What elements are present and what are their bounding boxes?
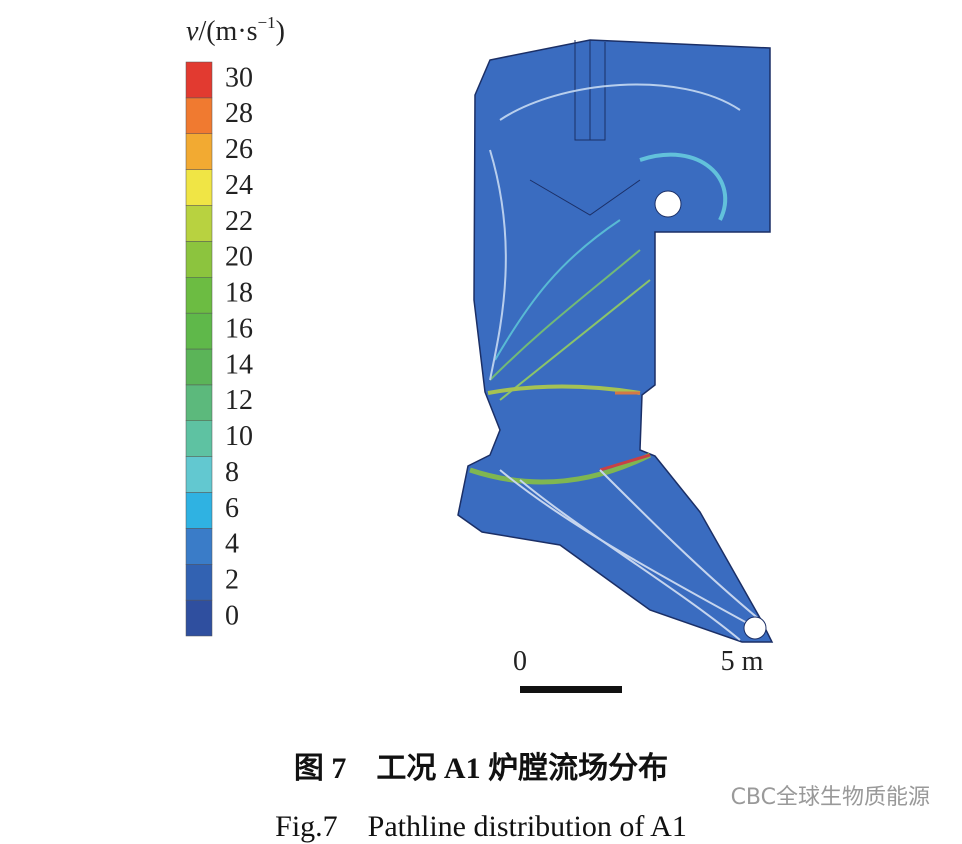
color-band (185, 97, 213, 134)
title-close: ) (276, 16, 285, 47)
colorbar-title: v/(m·s−1) (186, 13, 285, 47)
tick-label: 26 (225, 134, 253, 165)
tick-label: 4 (225, 529, 239, 560)
tick-label: 30 (225, 62, 253, 93)
tick-label: 18 (225, 278, 253, 309)
color-band (185, 61, 213, 99)
tick-label: 2 (225, 565, 239, 596)
color-band (185, 456, 213, 493)
scale-bar (520, 686, 622, 693)
tick-label: 6 (225, 493, 239, 524)
color-band (185, 599, 213, 637)
tick-label: 8 (225, 457, 239, 488)
color-band (185, 277, 213, 314)
color-band (185, 528, 213, 565)
title-exp: −1 (258, 13, 276, 32)
title-unit: /(m·s (198, 16, 257, 47)
color-band (185, 205, 213, 242)
color-band (185, 133, 213, 170)
tick-label: 0 (225, 600, 239, 631)
color-band (185, 420, 213, 457)
caption-chinese: 图 7 工况 A1 炉膛流场分布 (294, 752, 668, 785)
color-band (185, 384, 213, 421)
tick-label: 24 (225, 170, 253, 201)
tick-label: 28 (225, 98, 253, 129)
color-band (185, 564, 213, 601)
color-band (185, 241, 213, 278)
pathline-plot (457, 39, 774, 643)
color-band (185, 169, 213, 206)
tick-label: 16 (225, 313, 253, 344)
tick-label: 10 (225, 421, 253, 452)
color-band (185, 312, 213, 350)
scale-start: 0 (513, 646, 527, 677)
watermark: CBC全球生物质能源 (731, 785, 930, 810)
tick-label: 22 (225, 206, 253, 237)
color-band (185, 348, 213, 386)
tick-label: 12 (225, 385, 253, 416)
caption-english: Fig.7 Pathline distribution of A1 (275, 810, 687, 843)
title-var: v (186, 16, 199, 47)
scale-end: 5 m (721, 646, 764, 677)
color-band (185, 492, 213, 529)
tick-label: 14 (225, 349, 253, 380)
tick-label: 20 (225, 242, 253, 273)
